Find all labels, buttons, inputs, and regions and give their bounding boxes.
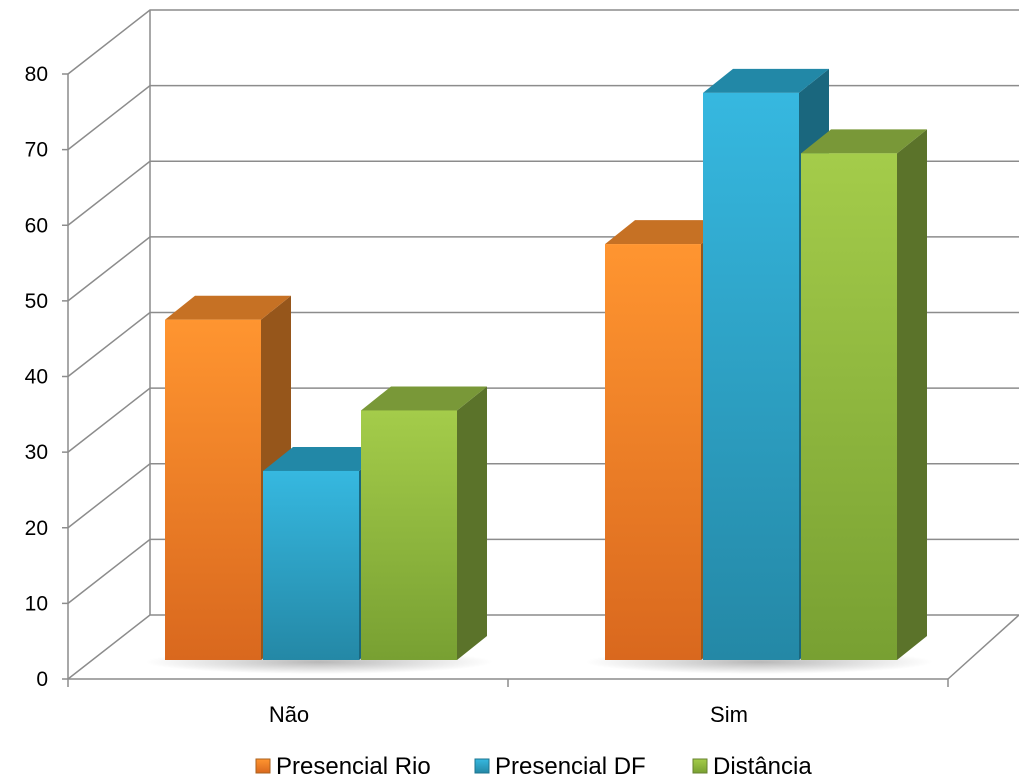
legend-label: Presencial Rio — [276, 753, 431, 780]
y-tick-label: 20 — [25, 517, 48, 540]
legend-swatch — [255, 758, 271, 774]
bar-top — [361, 386, 487, 411]
category-labels: Não Sim — [269, 702, 748, 727]
bar-front — [605, 244, 701, 660]
category-label: Sim — [710, 702, 748, 727]
y-tick-label: 50 — [25, 290, 48, 313]
bar-front — [361, 410, 457, 660]
category-label: Não — [269, 702, 309, 727]
y-tick-label: 10 — [25, 592, 48, 615]
bar-0-2 — [361, 386, 487, 660]
y-tick-label: 70 — [25, 139, 48, 162]
legend-item: Distância — [692, 753, 812, 780]
y-tick-label: 0 — [36, 668, 48, 691]
floor-right-edge — [947, 614, 1019, 680]
bar-side — [897, 129, 927, 660]
bar-1-2 — [801, 129, 927, 660]
axes — [67, 74, 949, 687]
gridline — [67, 9, 1019, 75]
y-axis-ticks: 0 10 20 30 40 50 60 70 80 — [25, 63, 68, 691]
bar-front — [263, 470, 359, 660]
bars — [165, 68, 927, 660]
bar-front — [703, 92, 799, 660]
bar-top — [801, 129, 927, 154]
bar-top — [703, 68, 829, 93]
legend-item: Presencial Rio — [255, 753, 431, 780]
legend-swatch — [474, 758, 490, 774]
y-tick-label: 30 — [25, 441, 48, 464]
bar-top — [165, 295, 291, 320]
bar-side — [457, 386, 487, 660]
bar-top — [605, 220, 731, 245]
bar-front — [801, 153, 897, 660]
bar-front — [165, 319, 261, 660]
y-tick-label: 60 — [25, 214, 48, 237]
legend-label: Distância — [713, 753, 812, 780]
legend-label: Presencial DF — [495, 753, 646, 780]
y-tick-label: 80 — [25, 63, 48, 86]
y-tick-label: 40 — [25, 366, 48, 389]
legend-swatch — [692, 758, 708, 774]
legend-item: Presencial DF — [474, 753, 646, 780]
legend: Presencial Rio Presencial DF Distância — [255, 753, 812, 780]
bar-top — [263, 446, 389, 471]
